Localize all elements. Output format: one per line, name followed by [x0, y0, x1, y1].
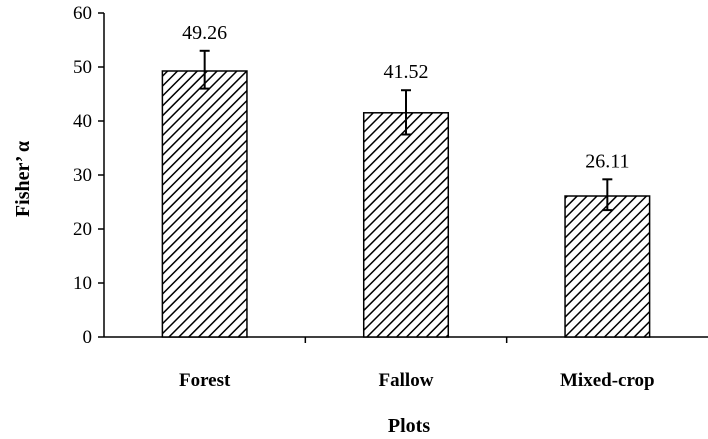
x-tick-label: Forest: [179, 370, 231, 391]
data-label: 26.11: [585, 150, 629, 172]
y-tick-label: 40: [73, 111, 92, 132]
bar-mixed-crop: [564, 195, 651, 338]
data-label: 49.26: [182, 22, 227, 44]
y-tick-label: 60: [73, 3, 92, 24]
data-label: 41.52: [384, 61, 429, 83]
x-tick-label: Mixed-crop: [560, 370, 655, 391]
bars: 49.26 Forest 41.52 Fallow 26.11 Mixed-crop: [161, 22, 655, 391]
x-tick-label: Fallow: [379, 370, 434, 391]
y-axis-title: Fisher’ α: [12, 141, 34, 217]
y-tick-label: 20: [73, 219, 92, 240]
y-tick-label: 0: [83, 327, 93, 348]
y-axis: 0 10 20 30 40 50 60: [73, 3, 105, 348]
bar-fallow: [362, 112, 450, 338]
x-axis: [104, 336, 708, 343]
y-tick-label: 30: [73, 165, 92, 186]
x-axis-title: Plots: [388, 415, 430, 437]
bar-forest: [161, 70, 248, 338]
y-tick-label: 50: [73, 57, 92, 78]
y-tick-label: 10: [73, 273, 92, 294]
